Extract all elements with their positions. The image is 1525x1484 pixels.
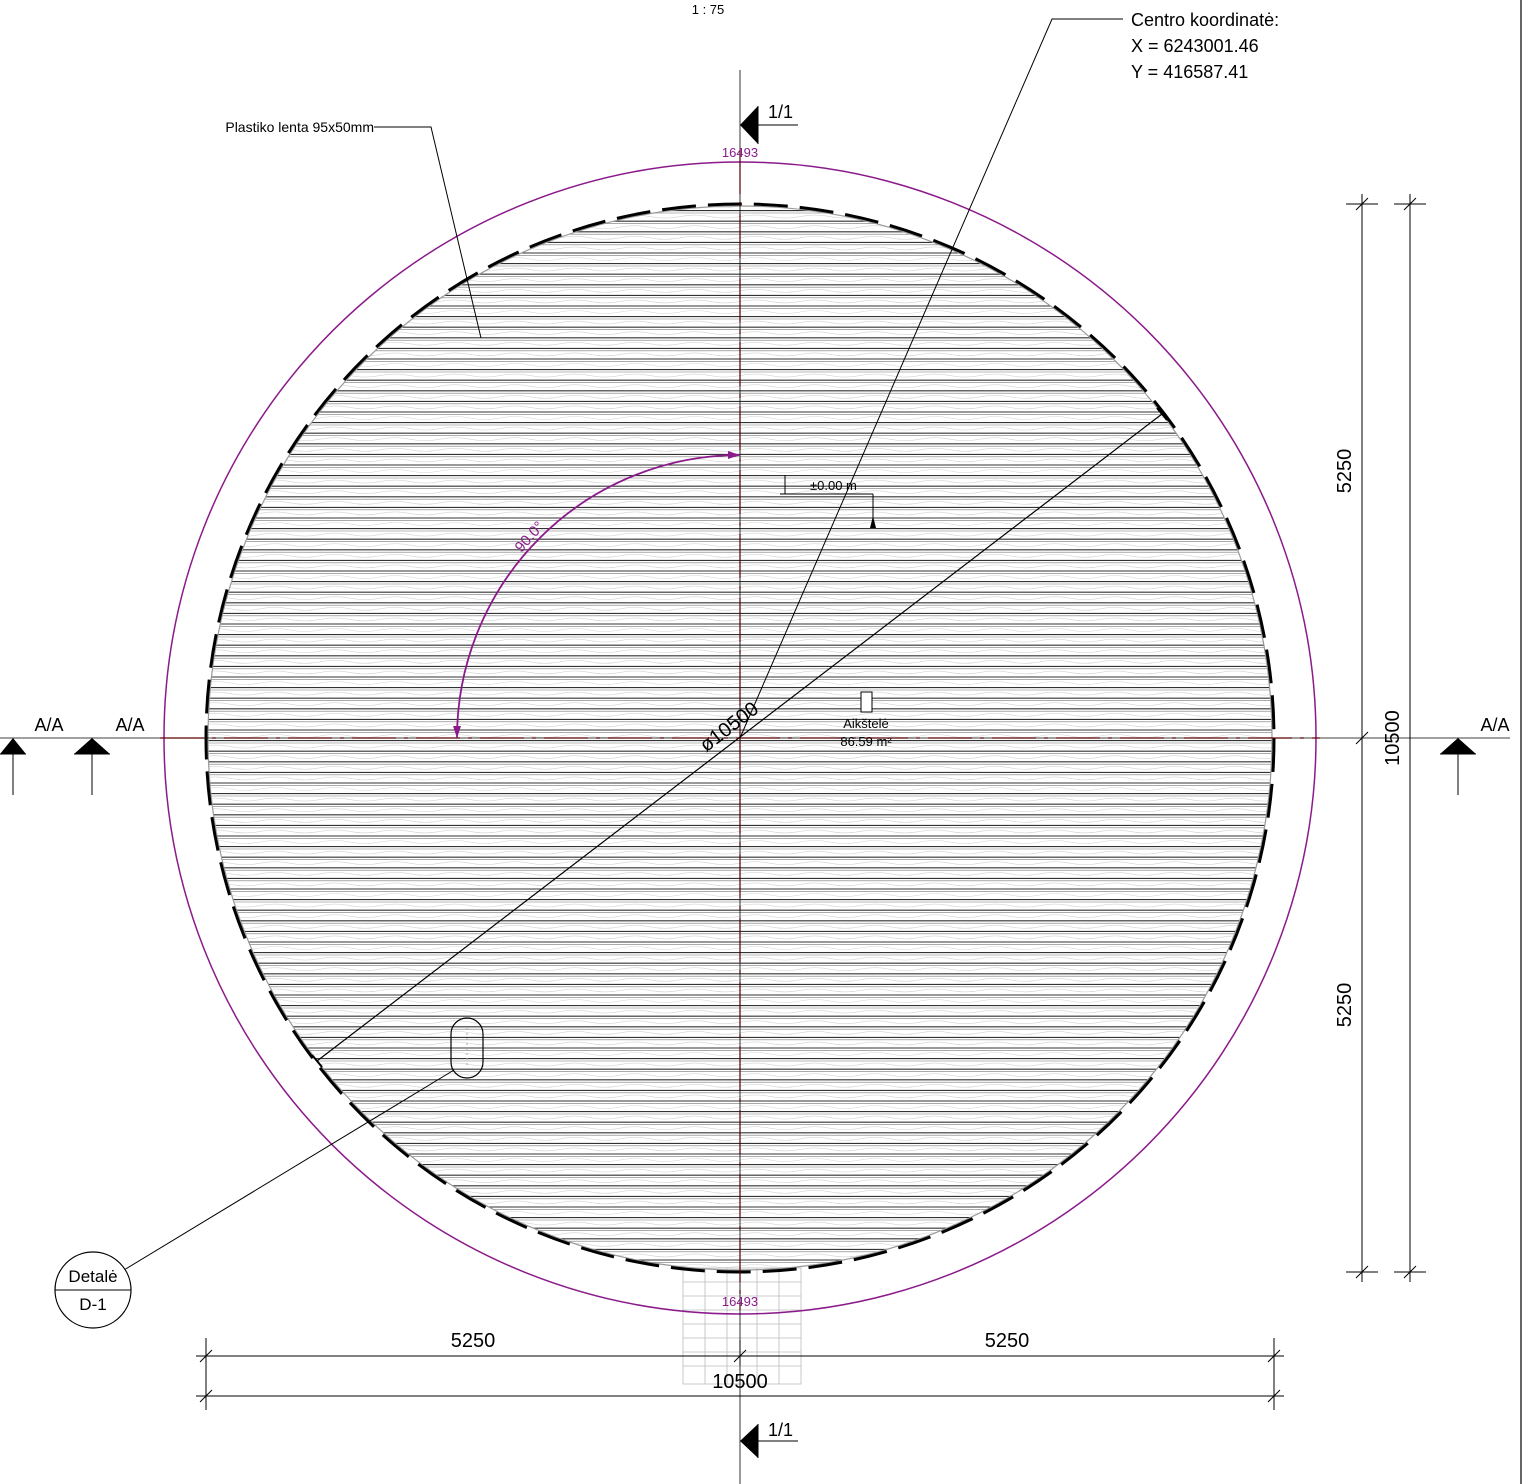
room-area: 86.59 m² <box>840 734 892 749</box>
angle-arrow-top <box>728 451 740 459</box>
board-note: Plastiko lenta 95x50mm <box>225 119 374 135</box>
angle-arrow-left <box>453 726 461 738</box>
diameter-tick-2 <box>1156 407 1168 421</box>
detail-leader-line <box>123 1069 455 1271</box>
section-marker-left-outer-label: A/A <box>34 715 63 735</box>
section-marker-right <box>1440 738 1476 795</box>
dim-right-top: 5250 <box>1334 449 1356 494</box>
section-marker-top-label: 1/1 <box>768 102 793 122</box>
diameter-line <box>316 413 1163 1062</box>
center-leader-line <box>739 18 1123 739</box>
section-marker-left-outer <box>0 738 26 795</box>
angle-arc <box>456 454 741 739</box>
section-marker-right-label: A/A <box>1480 715 1509 735</box>
room-name: Aikštelė <box>843 716 889 731</box>
section-marker-bottom-label: 1/1 <box>768 1420 793 1440</box>
arc-length-top: 16493 <box>722 145 758 160</box>
diameter-tick-1 <box>311 1054 323 1068</box>
section-marker-left-inner-label: A/A <box>115 715 144 735</box>
section-marker-top <box>740 106 798 144</box>
detail-ref-code: D-1 <box>79 1295 106 1314</box>
dim-right-total: 10500 <box>1382 710 1404 766</box>
dim-right-bottom: 5250 <box>1334 983 1356 1028</box>
detail-callout-box <box>450 1017 484 1079</box>
scale-label: 1 : 75 <box>692 2 725 17</box>
detail-ref-label: Detalė <box>68 1267 117 1286</box>
arc-length-bottom: 16493 <box>722 1294 758 1309</box>
center-note-y: Y = 416587.41 <box>1131 62 1248 82</box>
dim-bottom-total: 10500 <box>712 1371 768 1393</box>
dim-bottom-right: 5250 <box>985 1330 1030 1352</box>
level-marker-tick <box>870 516 876 528</box>
level-label: ±0.00 m <box>810 478 857 493</box>
board-leader-line <box>374 126 482 339</box>
room-tag-box <box>860 691 873 713</box>
section-marker-left-inner <box>74 738 110 795</box>
dim-bottom-left: 5250 <box>451 1330 496 1352</box>
right-dimension-lines <box>1346 194 1426 1282</box>
center-note-title: Centro koordinatė: <box>1131 10 1279 30</box>
bottom-dimension-lines <box>196 1338 1284 1410</box>
section-marker-bottom <box>740 1424 798 1458</box>
center-note-x: X = 6243001.46 <box>1131 36 1259 56</box>
access-stairs <box>682 1267 802 1385</box>
